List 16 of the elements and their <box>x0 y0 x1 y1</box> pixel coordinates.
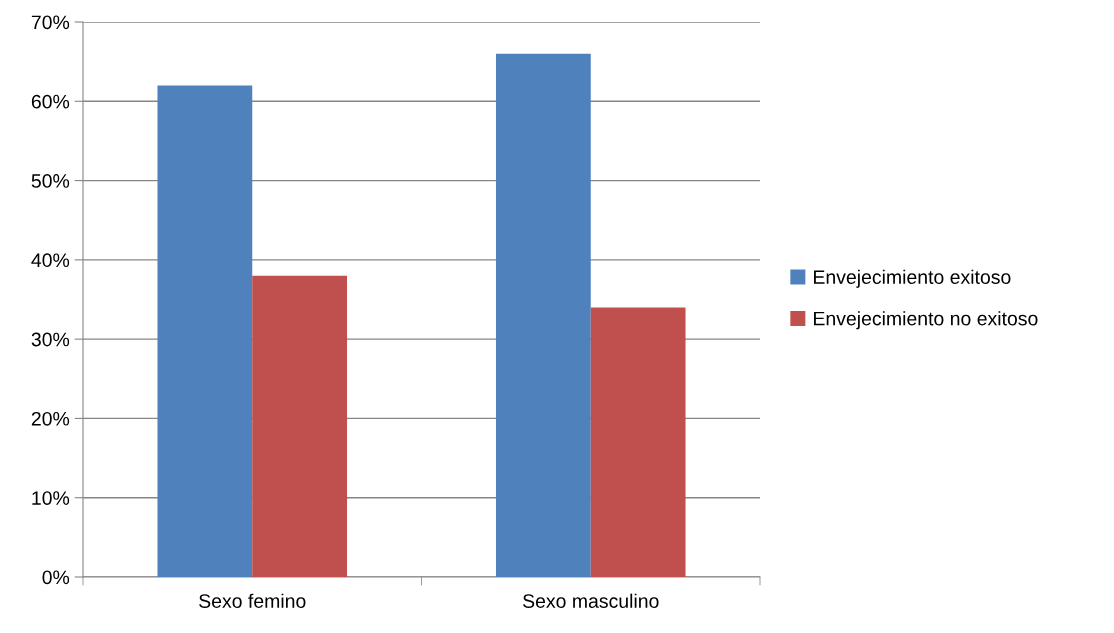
y-tick-label: 10% <box>32 491 70 505</box>
bar <box>590 307 686 577</box>
y-tick-label: 0% <box>42 570 70 585</box>
y-tick-label: 20% <box>31 411 70 426</box>
bar <box>252 275 348 577</box>
y-tick-label: 50% <box>31 174 70 188</box>
x-tick-label: Sexo femino <box>199 593 306 608</box>
y-tick-label: 70% <box>31 15 70 30</box>
x-tick-label: Sexo masculino <box>523 593 659 608</box>
legend-label: Envejecimiento exitoso <box>814 269 1011 288</box>
bar <box>495 53 591 577</box>
y-tick-label: 60% <box>31 94 70 109</box>
y-tick-label: 40% <box>31 253 70 268</box>
legend-label: Envejecimiento no exitoso <box>814 311 1038 330</box>
y-tick-label: 30% <box>31 332 70 347</box>
bar <box>157 85 253 577</box>
